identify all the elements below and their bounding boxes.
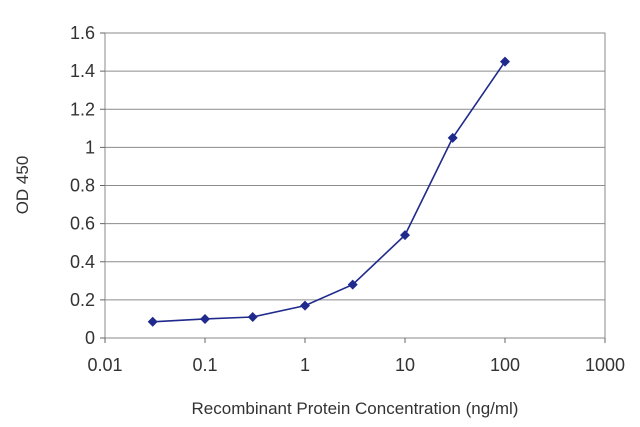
y-tick-label: 0.4	[70, 252, 95, 272]
y-axis-title: OD 450	[13, 156, 32, 215]
x-tick-label: 1	[300, 355, 310, 375]
data-point-2	[247, 312, 258, 323]
x-axis-ticks: 0.01 0.1 1 10 100 1000	[87, 338, 625, 375]
y-tick-label: 0	[85, 328, 95, 348]
y-tick-label: 1.4	[70, 61, 95, 81]
x-tick-label: 0.01	[87, 355, 122, 375]
y-tick-label: 0.6	[70, 214, 95, 234]
y-tick-label: 0.2	[70, 290, 95, 310]
data-point-7	[500, 56, 510, 67]
data-point-5	[400, 230, 410, 241]
x-tick-label: 100	[490, 355, 520, 375]
x-tick-label: 1000	[585, 355, 625, 375]
data-point-0	[147, 316, 158, 327]
series-line-0	[152, 61, 506, 323]
y-tick-label: 0.8	[70, 176, 95, 196]
series-layer	[147, 56, 510, 327]
data-point-6	[447, 132, 458, 143]
x-axis-title: Recombinant Protein Concentration (ng/ml…	[192, 399, 519, 418]
y-tick-label: 1	[85, 137, 95, 157]
data-point-3	[300, 300, 310, 311]
y-axis-ticks: 0 0.2 0.4 0.6 0.8 1 1.2 1.4 1.6	[70, 23, 105, 348]
data-point-4	[347, 279, 358, 290]
y-tick-label: 1.6	[70, 23, 95, 43]
data-point-1	[200, 313, 210, 324]
x-tick-label: 10	[395, 355, 415, 375]
y-tick-label: 1.2	[70, 99, 95, 119]
x-tick-label: 0.1	[192, 355, 217, 375]
gridlines	[105, 70, 605, 301]
